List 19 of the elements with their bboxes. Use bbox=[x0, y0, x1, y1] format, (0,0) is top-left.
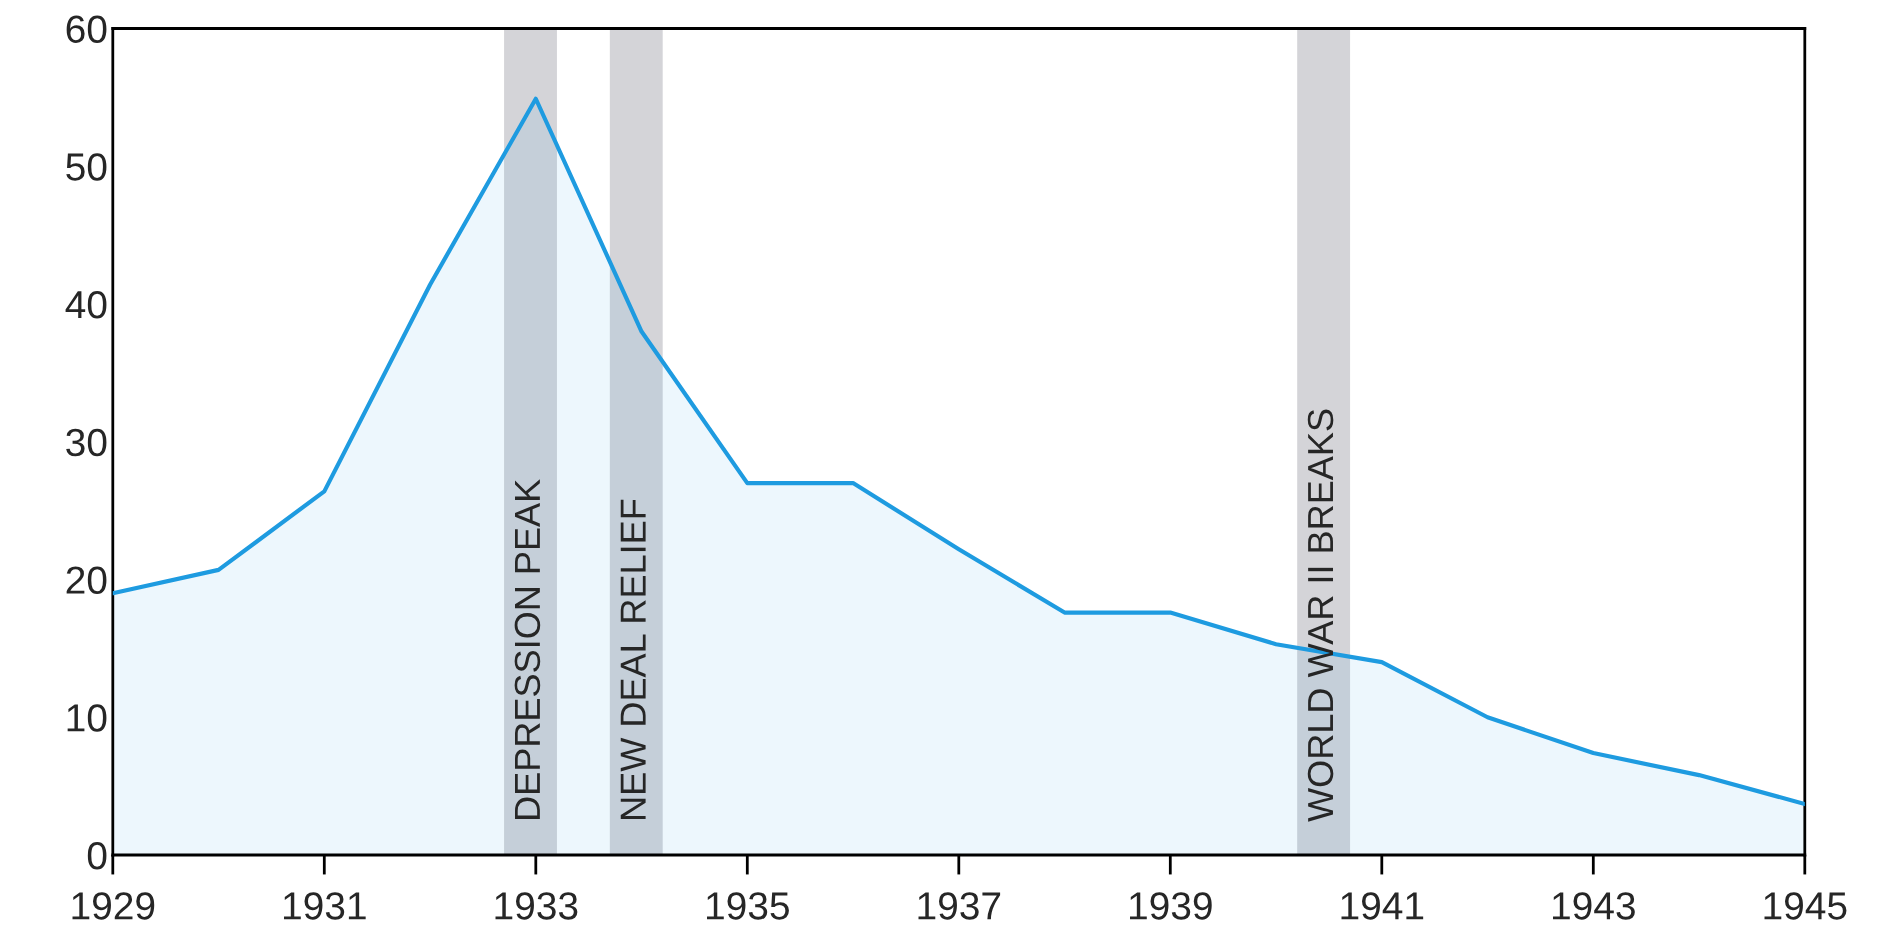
y-tick-label: 40 bbox=[65, 290, 107, 319]
band-label: WORLD WAR II BREAKS bbox=[1307, 409, 1334, 822]
y-tick-label: 0 bbox=[87, 841, 107, 870]
x-tick-label: 1945 bbox=[1764, 892, 1847, 920]
y-tick-label: 60 bbox=[66, 15, 107, 43]
x-tick-label: 1937 bbox=[918, 892, 1001, 920]
x-tick-label: 1933 bbox=[495, 892, 578, 920]
x-tick-label: 1929 bbox=[72, 892, 155, 920]
band-label: NEW DEAL RELIEF bbox=[620, 499, 646, 819]
x-tick-label: 1931 bbox=[284, 892, 366, 920]
x-tick-label: 1935 bbox=[707, 892, 789, 920]
band-label: DEPRESSION PEAK bbox=[514, 479, 541, 819]
x-tick-label: 1943 bbox=[1553, 892, 1635, 920]
x-tick-label: 1941 bbox=[1341, 892, 1424, 920]
y-tick-label: 30 bbox=[66, 428, 107, 457]
x-tick-label: 1939 bbox=[1130, 892, 1212, 920]
y-tick-label: 50 bbox=[66, 153, 107, 181]
y-tick-label: 20 bbox=[66, 566, 107, 594]
y-tick-label: 10 bbox=[67, 704, 107, 732]
